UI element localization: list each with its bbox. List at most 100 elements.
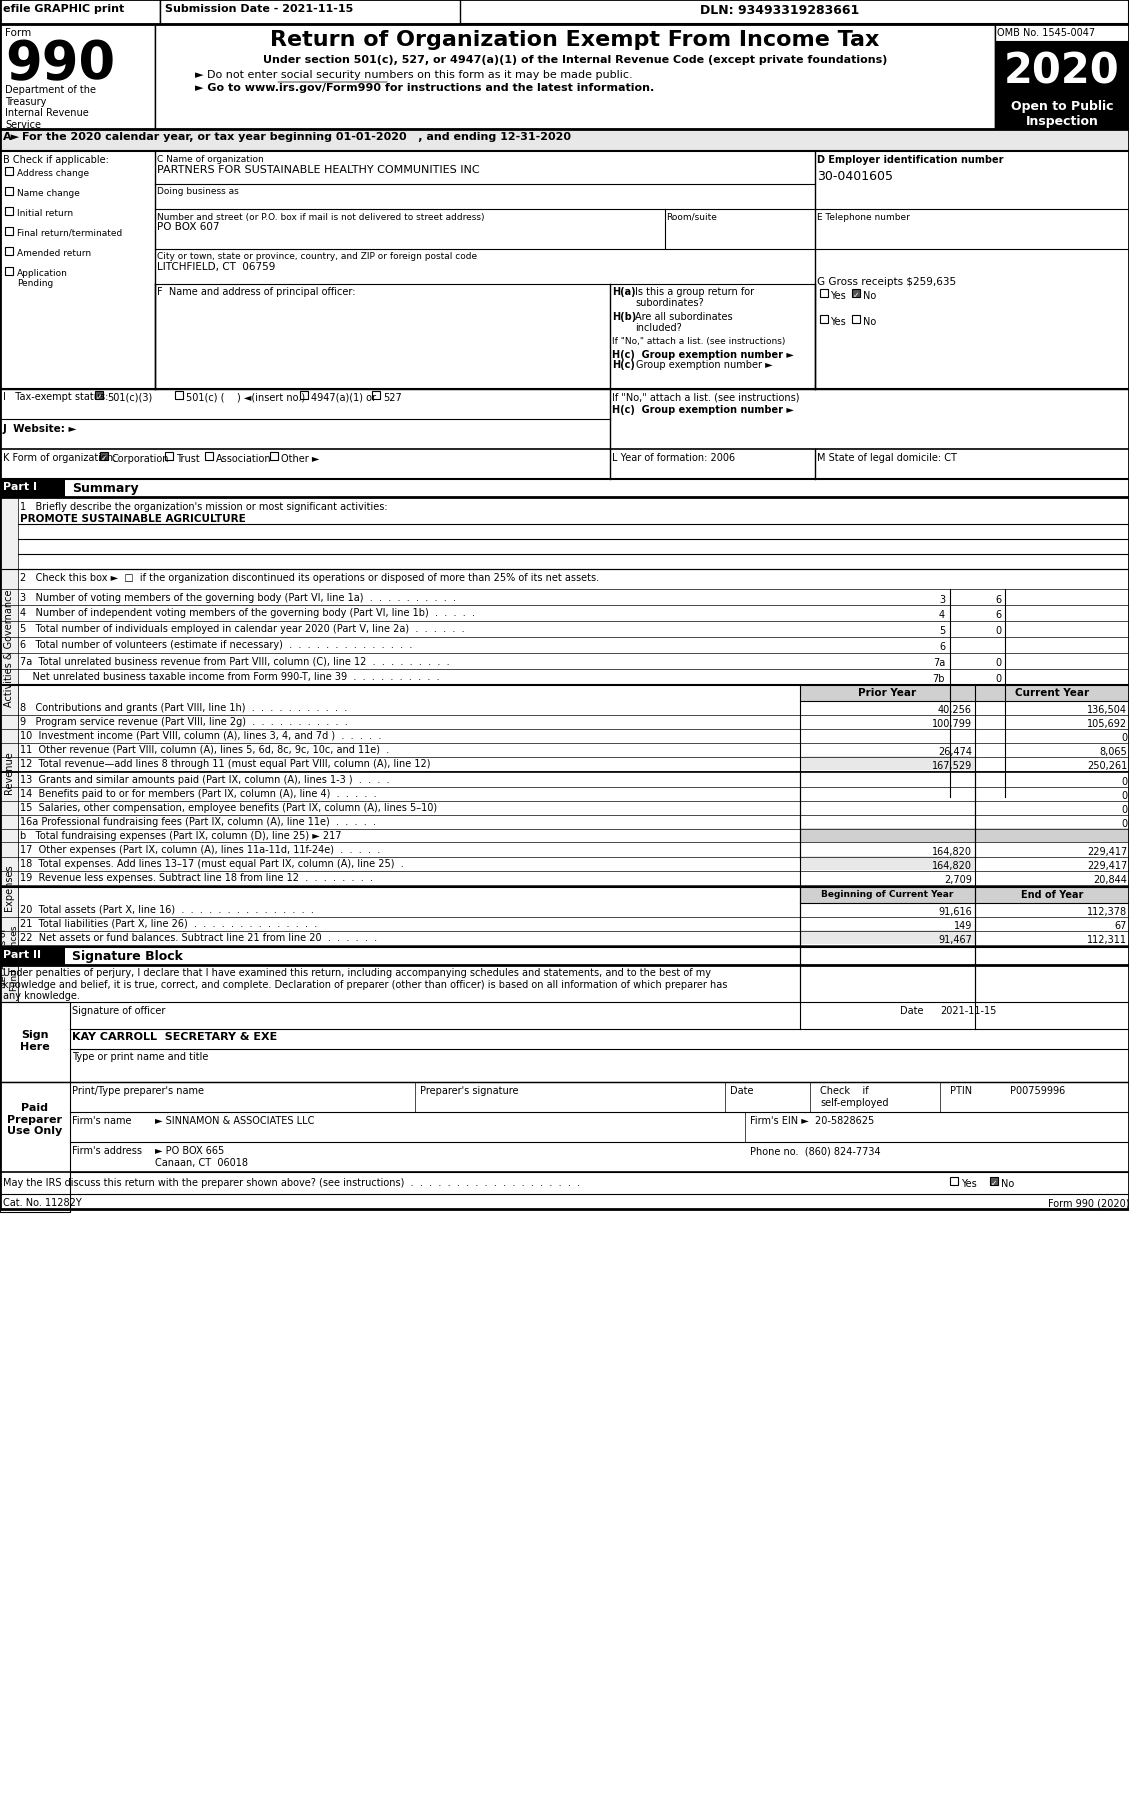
Bar [300, 392, 308, 399]
Text: 19  Revenue less expenses. Subtract line 18 from line 12  .  .  .  .  .  .  .  .: 19 Revenue less expenses. Subtract line … [20, 873, 373, 882]
Text: ✓: ✓ [100, 454, 107, 463]
Text: 3   Number of voting members of the governing body (Part VI, line 1a)  .  .  .  : 3 Number of voting members of the govern… [20, 593, 456, 604]
Text: 0: 0 [996, 658, 1003, 667]
Text: A►: A► [3, 132, 20, 143]
Text: H(c)  Group exemption number ►: H(c) Group exemption number ► [612, 405, 794, 416]
Bar [852, 289, 860, 298]
Text: 112,311: 112,311 [1087, 934, 1127, 945]
Text: ► Go to www.irs.gov/Form990 for instructions and the latest information.: ► Go to www.irs.gov/Form990 for instruct… [195, 83, 654, 92]
Bar [0, 0, 1129, 25]
Text: Initial return: Initial return [17, 210, 73, 219]
Text: 22  Net assets or fund balances. Subtract line 21 from line 20  .  .  .  .  .  .: 22 Net assets or fund balances. Subtract… [20, 932, 377, 943]
Text: May the IRS discuss this return with the preparer shown above? (see instructions: May the IRS discuss this return with the… [3, 1178, 580, 1187]
Text: 91,467: 91,467 [938, 934, 972, 945]
Text: Association: Association [216, 454, 272, 464]
Text: 2   Check this box ►  □  if the organization discontinued its operations or disp: 2 Check this box ► □ if the organization… [20, 573, 599, 582]
Text: 40,256: 40,256 [938, 705, 972, 714]
Bar [0, 773, 18, 1003]
Bar [5, 248, 14, 257]
Text: Date: Date [730, 1086, 753, 1095]
Text: 0: 0 [996, 625, 1003, 636]
Text: Canaan, CT  06018: Canaan, CT 06018 [155, 1156, 248, 1167]
Bar [800, 757, 975, 770]
Text: Cat. No. 11282Y: Cat. No. 11282Y [3, 1198, 81, 1207]
Text: Address change: Address change [17, 168, 89, 177]
Text: 1   Briefly describe the organization's mission or most significant activities:: 1 Briefly describe the organization's mi… [20, 502, 387, 511]
Text: 12  Total revenue—add lines 8 through 11 (must equal Part VIII, column (A), line: 12 Total revenue—add lines 8 through 11 … [20, 759, 430, 768]
Text: Phone no.  (860) 824-7734: Phone no. (860) 824-7734 [750, 1146, 881, 1155]
Text: H(c): H(c) [612, 360, 634, 370]
Text: Are all subordinates: Are all subordinates [634, 313, 733, 322]
Text: 0: 0 [996, 674, 1003, 683]
Bar [820, 316, 828, 323]
Text: 5   Total number of individuals employed in calendar year 2020 (Part V, line 2a): 5 Total number of individuals employed i… [20, 623, 465, 634]
Text: ✓: ✓ [854, 291, 859, 300]
Text: Net Assets or
Fund Balances: Net Assets or Fund Balances [0, 925, 19, 990]
Bar [0, 685, 18, 860]
Bar [800, 887, 975, 904]
Text: 15  Salaries, other compensation, employee benefits (Part IX, column (A), lines : 15 Salaries, other compensation, employe… [20, 802, 437, 813]
Text: Amended return: Amended return [17, 249, 91, 258]
Bar [0, 479, 65, 497]
Text: Net unrelated business taxable income from Form 990-T, line 39  .  .  .  .  .  .: Net unrelated business taxable income fr… [20, 672, 439, 681]
Text: Corporation: Corporation [111, 454, 168, 464]
Bar [800, 829, 975, 842]
Text: Part II: Part II [3, 949, 41, 960]
Bar [0, 497, 18, 797]
Text: Room/suite: Room/suite [666, 213, 717, 222]
Bar [820, 289, 828, 298]
Text: Firm's EIN ►  20-5828625: Firm's EIN ► 20-5828625 [750, 1115, 874, 1126]
Text: b   Total fundraising expenses (Part IX, column (D), line 25) ► 217: b Total fundraising expenses (Part IX, c… [20, 831, 341, 840]
Text: 112,378: 112,378 [1087, 907, 1127, 916]
Text: PTIN: PTIN [949, 1086, 972, 1095]
Text: Is this a group return for: Is this a group return for [634, 287, 754, 296]
Text: efile GRAPHIC print: efile GRAPHIC print [3, 4, 124, 14]
Text: 2021-11-15: 2021-11-15 [940, 1005, 997, 1016]
Text: 7a: 7a [933, 658, 945, 667]
Text: Current Year: Current Year [1015, 688, 1089, 698]
Text: Prior Year: Prior Year [858, 688, 916, 698]
Text: I   Tax-exempt status:: I Tax-exempt status: [3, 392, 108, 401]
Bar [5, 188, 14, 195]
Bar [165, 454, 173, 461]
Text: ✓: ✓ [991, 1178, 997, 1187]
Text: ► Do not enter social security numbers on this form as it may be made public.: ► Do not enter social security numbers o… [195, 70, 632, 80]
Text: 21  Total liabilities (Part X, line 26)  .  .  .  .  .  .  .  .  .  .  .  .  .  : 21 Total liabilities (Part X, line 26) .… [20, 918, 317, 929]
Text: 5: 5 [938, 625, 945, 636]
Text: 149: 149 [954, 920, 972, 931]
Text: Expenses: Expenses [5, 864, 14, 911]
Text: Under penalties of perjury, I declare that I have examined this return, includin: Under penalties of perjury, I declare th… [3, 967, 727, 1001]
Text: 67: 67 [1114, 920, 1127, 931]
Bar [990, 1178, 998, 1185]
Text: Yes: Yes [830, 316, 846, 327]
Text: Date: Date [900, 1005, 924, 1016]
Text: 527: 527 [383, 392, 402, 403]
Bar [5, 228, 14, 237]
Text: PARTNERS FOR SUSTAINABLE HEALTHY COMMUNITIES INC: PARTNERS FOR SUSTAINABLE HEALTHY COMMUNI… [157, 164, 480, 175]
Text: 3: 3 [939, 595, 945, 605]
Bar [155, 25, 995, 130]
Text: ✓: ✓ [96, 392, 103, 401]
Text: M State of legal domicile: CT: M State of legal domicile: CT [817, 454, 957, 463]
Text: 4   Number of independent voting members of the governing body (Part VI, line 1b: 4 Number of independent voting members o… [20, 607, 475, 618]
Bar [95, 392, 103, 399]
Text: 164,820: 164,820 [933, 860, 972, 871]
Text: Beginning of Current Year: Beginning of Current Year [821, 889, 953, 898]
Text: ► PO BOX 665: ► PO BOX 665 [155, 1146, 225, 1155]
Text: Other ►: Other ► [281, 454, 320, 464]
Text: 20  Total assets (Part X, line 16)  .  .  .  .  .  .  .  .  .  .  .  .  .  .  .: 20 Total assets (Part X, line 16) . . . … [20, 905, 314, 914]
Text: 11  Other revenue (Part VIII, column (A), lines 5, 6d, 8c, 9c, 10c, and 11e)  .: 11 Other revenue (Part VIII, column (A),… [20, 744, 390, 755]
Text: H(c)  Group exemption number ►: H(c) Group exemption number ► [612, 351, 794, 360]
Text: 6: 6 [996, 595, 1003, 605]
Text: 0: 0 [1121, 732, 1127, 743]
Text: City or town, state or province, country, and ZIP or foreign postal code: City or town, state or province, country… [157, 251, 478, 260]
Text: 105,692: 105,692 [1087, 719, 1127, 728]
Text: No: No [1001, 1178, 1014, 1189]
Bar [0, 0, 160, 25]
Text: Sign
Here: Sign Here [20, 1030, 50, 1052]
Text: 8,065: 8,065 [1100, 746, 1127, 757]
Bar [371, 392, 380, 399]
Text: 10  Investment income (Part VIII, column (A), lines 3, 4, and 7d )  .  .  .  .  : 10 Investment income (Part VIII, column … [20, 730, 382, 741]
Bar [5, 267, 14, 276]
Bar [0, 25, 155, 130]
